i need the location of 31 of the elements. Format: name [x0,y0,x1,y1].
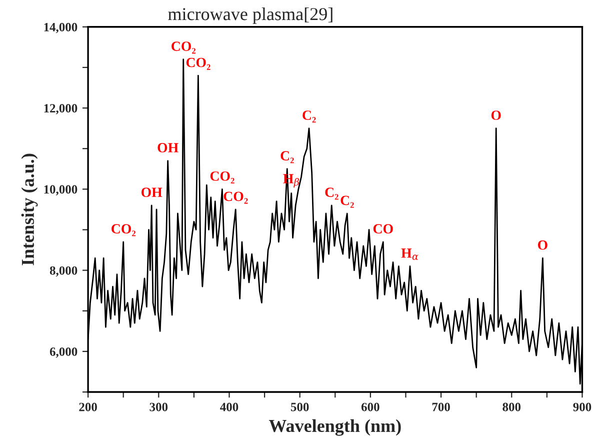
annotation: CO₂ [210,171,234,184]
y-tick-label: 12,000 [44,104,78,114]
annotation: C₂ [340,196,354,208]
annotation: O [538,240,548,250]
x-tick-label: 400 [220,402,238,412]
x-tick-label: 300 [150,402,168,412]
annotation: CO₂ [172,42,196,54]
y-axis-title: Intensity (a.u.) [21,154,38,266]
x-tick-label: 900 [573,402,592,412]
annotation: OH [141,188,162,198]
y-tick-label: 6,000 [50,347,78,358]
chart-title: microwave plasma[29] [168,7,332,24]
x-tick-label: 600 [361,402,380,412]
annotation: C₂ [280,151,294,164]
annotation: OH [158,143,178,152]
annotation: CO₂ [186,58,210,70]
x-tick-label: 800 [502,402,521,412]
annotation: C₂ [302,110,316,123]
y-tick-label: 8,000 [50,266,78,277]
x-tick-label: 500 [290,402,309,412]
x-axis-title: Wavelength (nm) [268,419,401,436]
annotation: O [491,110,501,120]
annotation: H$_{α}$ [401,248,418,260]
annotation: C₂ [325,188,338,200]
annotation: CO₂ [224,192,248,204]
x-tick-label: 200 [79,402,97,412]
y-tick-label: 14,000 [44,22,78,34]
annotation: CO [373,224,393,234]
x-tick-label: 700 [432,402,450,412]
y-tick-label: 10,000 [44,185,78,196]
annotation: CO₂ [112,224,136,236]
